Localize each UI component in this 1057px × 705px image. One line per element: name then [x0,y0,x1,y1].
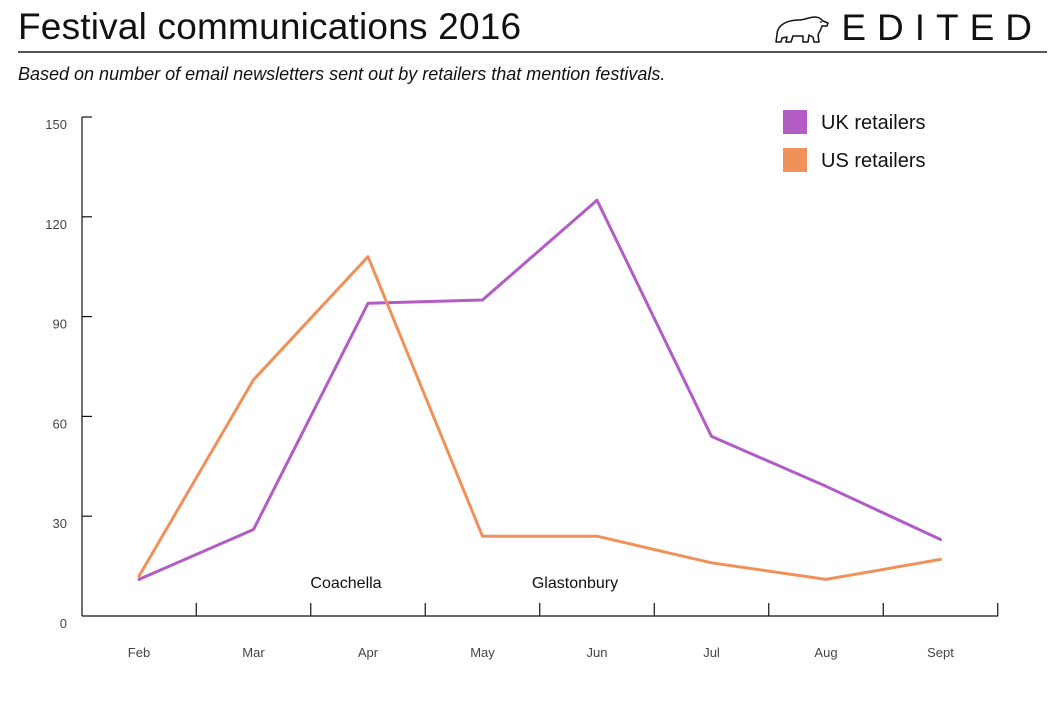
x-tick-label: Jul [703,645,720,660]
series-line-uk [137,198,942,581]
polar-bear-icon [775,16,830,43]
x-tick-label: Aug [814,645,837,660]
y-tick-label: 150 [45,117,67,132]
x-tick-label: Mar [242,645,265,660]
y-tick-label: 0 [60,616,67,631]
y-tick-label: 120 [45,217,67,232]
x-tick-label: Sept [927,645,954,660]
legend-label: UK retailers [821,112,925,134]
x-tick-label: Feb [128,645,150,660]
chart-subtitle: Based on number of email newsletters sen… [18,64,666,84]
page-title: Festival communications 2016 [18,6,522,47]
x-tick-label: Apr [358,645,379,660]
annotation-label: Coachella [310,575,381,592]
annotation-label: Glastonbury [532,575,618,592]
y-tick-label: 90 [53,317,67,332]
legend-swatch [783,110,807,134]
x-tick-label: Jun [587,645,608,660]
series-line-us [137,255,942,581]
brand-logo: EDITED [773,7,1043,48]
y-tick-label: 30 [53,516,67,531]
brand-name: EDITED [841,7,1043,48]
x-tick-label: May [470,645,495,660]
legend-label: US retailers [821,150,925,172]
y-tick-label: 60 [53,416,67,431]
legend-swatch [783,148,807,172]
header-divider [18,51,1047,53]
